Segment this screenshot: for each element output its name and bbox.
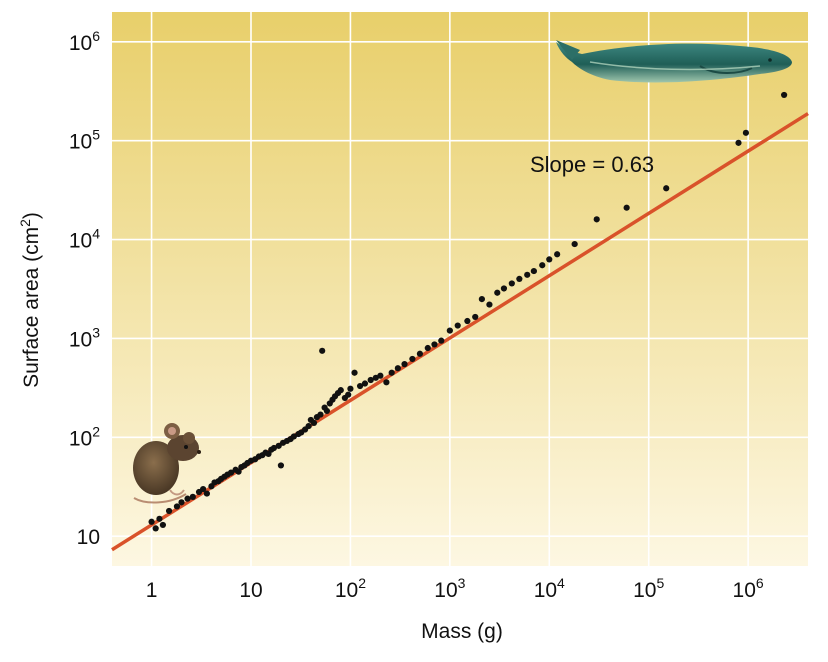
data-point-8 (189, 493, 196, 500)
data-point-6 (178, 499, 185, 506)
data-point-10 (200, 485, 207, 493)
data-point-90 (663, 185, 670, 192)
x-axis-title: Mass (g) (421, 620, 503, 643)
data-point-20 (235, 468, 242, 475)
data-point-5 (173, 503, 181, 510)
data-point-58 (356, 382, 364, 390)
data-point-7 (184, 495, 191, 502)
data-point-87 (571, 240, 578, 248)
data-point-70 (431, 341, 438, 348)
x-axis-tick-labels: 1 10 102 103 104 105 106 (146, 575, 764, 602)
y-tick-label-0: 10 (77, 526, 100, 549)
data-point-33 (277, 462, 285, 469)
data-point-67 (409, 355, 416, 363)
data-point-62 (377, 372, 384, 379)
data-point-63 (383, 379, 390, 386)
data-point-69 (424, 344, 431, 352)
data-point-88 (593, 216, 600, 223)
data-point-60 (367, 376, 374, 384)
data-point-45 (317, 411, 324, 418)
y-tick-label-4: 105 (69, 127, 100, 154)
data-point-89 (623, 204, 630, 211)
data-point-11 (203, 490, 210, 497)
data-point-4 (165, 507, 173, 515)
data-point-93 (781, 91, 788, 99)
data-point-74 (464, 317, 471, 325)
y-tick-label-1: 102 (69, 423, 100, 450)
y-axis-tick-labels: 10 102 103 104 105 106 (69, 28, 100, 549)
grid (112, 12, 808, 566)
data-point-46 (319, 347, 326, 354)
data-point-0 (148, 518, 155, 525)
data-point-76 (478, 295, 485, 303)
x-tick-label-6: 106 (733, 575, 764, 602)
data-point-75 (472, 313, 479, 321)
data-point-66 (401, 361, 408, 368)
data-point-43 (310, 419, 318, 426)
data-point-18 (227, 469, 235, 476)
y-axis-title: Surface area (cm2) (17, 212, 43, 388)
data-point-81 (516, 275, 523, 283)
data-point-68 (416, 350, 424, 357)
data-point-71 (438, 337, 445, 344)
data-point-80 (508, 280, 515, 287)
data-point-64 (388, 369, 395, 376)
data-point-65 (394, 365, 401, 372)
data-point-48 (323, 407, 331, 415)
data-point-79 (500, 285, 508, 292)
data-point-3 (159, 521, 166, 529)
x-tick-label-5: 105 (633, 575, 664, 602)
data-point-72 (446, 327, 453, 334)
data-point-73 (454, 322, 461, 329)
x-tick-label-4: 104 (534, 575, 565, 602)
x-tick-label-1: 10 (239, 579, 262, 602)
data-point-86 (554, 251, 561, 258)
data-point-32 (275, 442, 282, 449)
data-point-37 (290, 433, 297, 440)
data-point-55 (345, 391, 352, 398)
mouse-icon (133, 423, 201, 504)
data-point-2 (156, 515, 163, 522)
x-tick-label-3: 103 (434, 575, 465, 602)
data-point-56 (347, 385, 354, 392)
data-point-1 (152, 525, 159, 532)
x-tick-label-0: 1 (146, 579, 158, 602)
data-point-92 (742, 129, 750, 136)
y-tick-label-3: 104 (69, 226, 100, 253)
x-tick-label-2: 102 (335, 575, 366, 602)
data-points (148, 91, 788, 532)
whale-icon (556, 40, 792, 83)
data-point-85 (546, 256, 553, 263)
y-tick-label-5: 106 (69, 28, 100, 55)
data-point-57 (351, 369, 358, 376)
data-point-83 (530, 267, 537, 275)
data-point-53 (337, 387, 344, 394)
data-point-59 (361, 380, 369, 387)
y-tick-label-2: 103 (69, 324, 100, 351)
data-point-78 (494, 289, 501, 296)
data-point-84 (539, 262, 546, 269)
slope-annotation: Slope = 0.63 (530, 152, 654, 177)
data-point-41 (305, 422, 312, 430)
data-point-82 (524, 271, 531, 278)
data-point-77 (486, 301, 493, 308)
data-point-91 (735, 139, 742, 146)
data-point-31 (270, 444, 278, 452)
